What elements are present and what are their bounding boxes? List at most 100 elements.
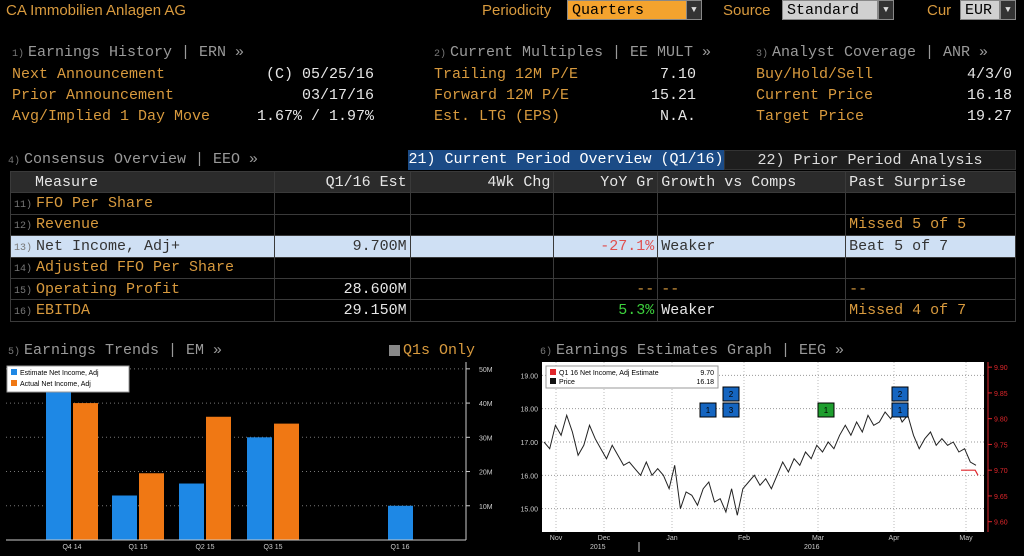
earnings-trends-title[interactable]: 5) Earnings Trends | EM » (8, 342, 223, 359)
measure-name[interactable]: EBITDA (36, 302, 91, 320)
measure-name[interactable]: Net Income, Adj+ (36, 237, 181, 255)
current-price-value: 16.18 (966, 87, 1012, 104)
bar-estimate (46, 368, 71, 540)
ltg-value: N.A. (659, 108, 696, 125)
event-marker (722, 386, 740, 402)
bar-actual (206, 416, 231, 540)
measure-name[interactable]: FFO Per Share (36, 195, 154, 213)
currency-dropdown-icon[interactable]: ▼ (1000, 0, 1016, 20)
y-tick-label: 40M (479, 401, 493, 408)
col-past-surprise[interactable]: Past Surprise (845, 170, 1016, 194)
table-row[interactable]: 11) FFO Per Share (10, 192, 1016, 215)
tab-prior-period[interactable]: 22) Prior Period Analysis (Q4/15) (724, 150, 1016, 189)
bar-actual (274, 423, 299, 540)
col-est[interactable]: Q1/16 Est (273, 170, 411, 194)
bar-estimate (388, 505, 413, 540)
bar-estimate (179, 483, 204, 540)
bar-actual (139, 473, 164, 540)
bar-estimate (247, 437, 272, 540)
day-move-value: 1.67% / 1.97% (256, 108, 374, 125)
y-tick-label-left: 18.00 (520, 407, 538, 414)
x-tick-label: Mar (812, 535, 825, 542)
estimates-graph-title[interactable]: 6) Earnings Estimates Graph | EEG » (540, 342, 845, 359)
earnings-history-title[interactable]: 1) Earnings History | ERN » (12, 44, 245, 61)
y-tick-label: 10M (479, 504, 493, 511)
source-select[interactable]: Standard (782, 0, 878, 20)
table-row[interactable]: 16) EBITDA 29.150M 5.3% Weaker Missed 4 of 7 (10, 299, 1016, 322)
measure-name[interactable]: Adjusted FFO Per Share (36, 259, 235, 277)
y-tick-label-left: 19.00 (520, 373, 538, 380)
next-announcement-label: Next Announcement (12, 66, 166, 83)
x-year-label: 2016 (804, 544, 820, 551)
buy-hold-sell-value: 4/3/0 (966, 66, 1012, 83)
periodicity-label: Periodicity (482, 2, 552, 19)
event-marker-label: 2 (729, 390, 734, 399)
prior-announcement-value: 03/17/16 (301, 87, 374, 104)
event-marker-label: 1 (706, 406, 711, 415)
col-yoy-gr[interactable]: YoY Gr (553, 170, 659, 194)
forward-pe-label: Forward 12M P/E (434, 87, 570, 104)
x-tick-label: Q1 15 (128, 544, 147, 551)
col-4wk-chg[interactable]: 4Wk Chg (409, 170, 555, 194)
measure-name[interactable]: Revenue (36, 216, 100, 234)
legend-series-2: Actual Net Income, Adj (20, 381, 91, 388)
tab-current-period[interactable]: 21) Current Period Overview (Q1/16) (408, 150, 724, 170)
x-tick-label: Q3 15 (263, 544, 282, 551)
source-label: Source (723, 2, 771, 19)
table-header-row: Measure Q1/16 Est 4Wk Chg YoY Gr Growth … (10, 170, 1016, 194)
col-measure[interactable]: Measure (10, 170, 275, 194)
current-price-label: Current Price (756, 87, 874, 104)
legend-price: Price (559, 379, 575, 386)
earnings-trends-chart: 10M 20M 30M 40M 50M Q4 14 Q1 15 Q2 15 Q3 15 Q1 16… (6, 362, 493, 551)
table-row-selected[interactable]: 13) Net Income, Adj+ 9.700M -27.1% Weaker Be… (10, 235, 1016, 258)
periodicity-select[interactable]: Quarters (567, 0, 687, 20)
analyst-coverage-title[interactable]: 3) Analyst Coverage | ANR » (756, 44, 989, 61)
y-tick-label-right: 9.80 (994, 417, 1008, 424)
trailing-pe-value: 7.10 (659, 66, 696, 83)
y-tick-label-right: 9.60 (994, 520, 1008, 527)
legend-price-value: 16.18 (696, 379, 714, 386)
table-row[interactable]: 12) Revenue Missed 5 of 5 (10, 213, 1016, 237)
prior-announcement-label: Prior Announcement (12, 87, 175, 104)
chart-legend: Q1 16 Net Income, Adj Estimate 9.70 Pric… (545, 365, 719, 389)
col-growth-vs-comps[interactable]: Growth vs Comps (657, 170, 847, 194)
buy-hold-sell-label: Buy/Hold/Sell (756, 66, 874, 83)
y-tick-label-right: 9.65 (994, 494, 1008, 501)
currency-select[interactable]: EUR (960, 0, 1000, 20)
event-marker (722, 402, 740, 418)
legend-series-1: Estimate Net Income, Adj (20, 370, 99, 377)
y-tick-label-right: 9.70 (994, 468, 1008, 475)
earnings-estimates-chart: 2 1 3 1 2 1 15.00 16.00 17.00 18.00 19.00 9.60 9.65… (520, 362, 1008, 552)
legend-estimate-value: 9.70 (700, 370, 714, 377)
table-row[interactable]: 15) Operating Profit 28.600M -- -- -- (10, 277, 1016, 301)
plot-area (542, 362, 984, 532)
measure-name[interactable]: Operating Profit (36, 280, 181, 298)
target-price-value: 19.27 (966, 108, 1012, 125)
x-tick-label: Q2 15 (195, 544, 214, 551)
event-marker (699, 402, 717, 418)
event-marker-label: 1 (824, 406, 829, 415)
q1s-only-checkbox[interactable] (389, 345, 400, 356)
x-tick-label: Jan (666, 535, 677, 542)
q1s-only-label[interactable]: Q1s Only (403, 342, 476, 359)
consensus-overview-title[interactable]: 4) Consensus Overview | EEO » (8, 151, 259, 168)
day-move-label: Avg/Implied 1 Day Move (12, 108, 211, 125)
event-marker-label: 3 (729, 406, 734, 415)
periodicity-dropdown-icon[interactable]: ▼ (686, 0, 702, 20)
event-marker (891, 386, 909, 402)
x-tick-label: May (959, 535, 973, 542)
forward-pe-value: 15.21 (650, 87, 696, 104)
event-marker (817, 402, 835, 418)
x-tick-label: Q1 16 (390, 544, 409, 551)
table-row[interactable]: 14) Adjusted FFO Per Share (10, 256, 1016, 279)
y-tick-label: 30M (479, 435, 493, 442)
y-tick-label-right: 9.90 (994, 365, 1008, 372)
x-tick-label: Nov (550, 535, 563, 542)
current-multiples-title[interactable]: 2) Current Multiples | EE MULT » (434, 44, 712, 61)
source-dropdown-icon[interactable]: ▼ (878, 0, 894, 20)
y-tick-label-left: 15.00 (520, 507, 538, 514)
x-tick-label: Feb (738, 535, 750, 542)
x-tick-label: Dec (598, 535, 611, 542)
bar-actual (73, 403, 98, 540)
event-marker-label: 1 (898, 406, 903, 415)
